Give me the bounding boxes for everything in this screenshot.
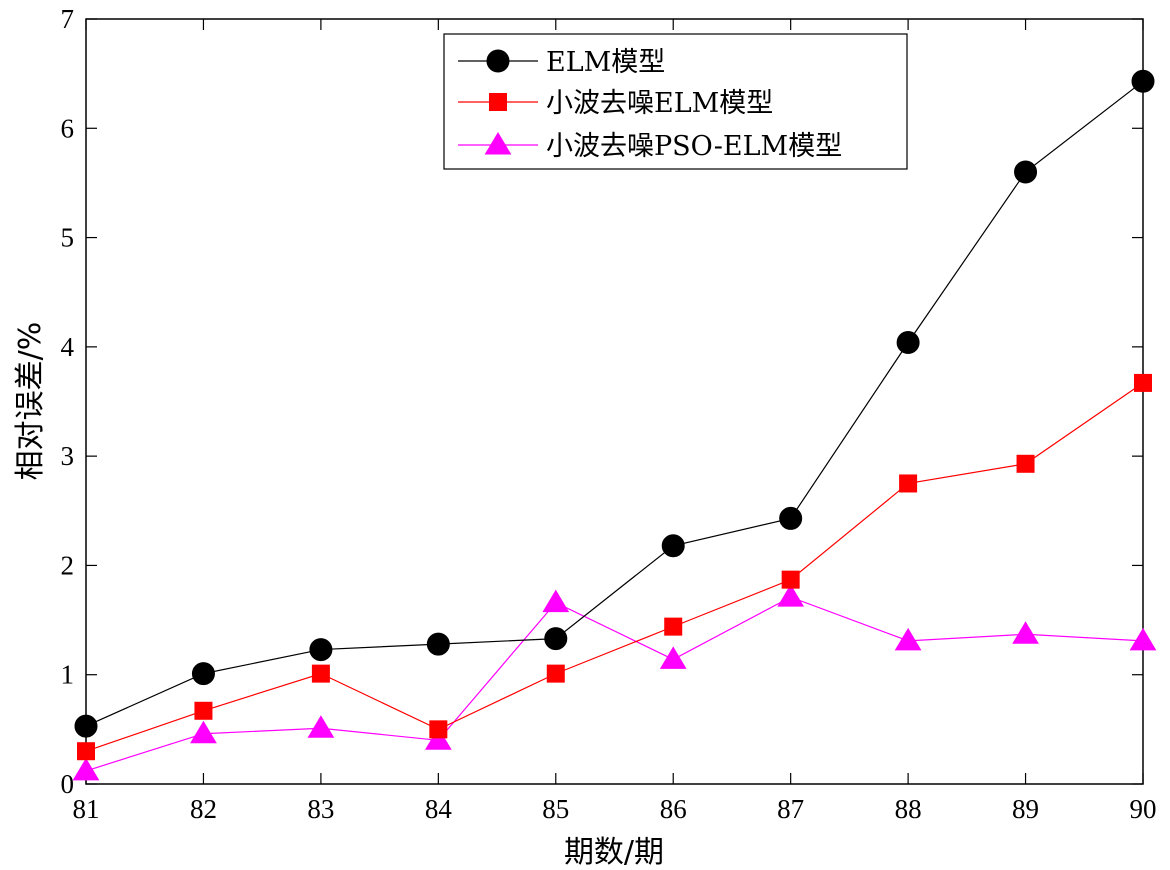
data-point [72, 757, 100, 781]
x-axis-title: 期数/期 [564, 835, 664, 870]
series-triangle [72, 584, 1157, 781]
data-point [1129, 627, 1157, 651]
legend-item: 小波去噪PSO-ELM模型 [458, 131, 842, 162]
data-point [426, 632, 450, 656]
legend-label: 小波去噪PSO-ELM模型 [546, 131, 842, 162]
data-point [429, 720, 448, 739]
data-point [664, 617, 683, 636]
data-point [546, 664, 565, 683]
y-tick-label: 1 [61, 660, 75, 690]
legend-item: ELM模型 [458, 47, 665, 78]
y-tick-label: 3 [61, 441, 75, 471]
x-tick-label: 89 [1012, 794, 1039, 824]
legend-marker [486, 49, 510, 73]
data-point [1012, 621, 1039, 644]
data-point [1016, 454, 1035, 473]
series-circle [74, 69, 1155, 738]
data-point [781, 570, 800, 589]
series-layer [72, 69, 1157, 781]
x-tick-label: 90 [1130, 794, 1157, 824]
data-point [1014, 160, 1038, 184]
series-line [85, 382, 1144, 752]
data-point [191, 662, 215, 686]
data-point [779, 506, 803, 530]
y-tick-label: 6 [61, 113, 75, 143]
data-point [896, 330, 920, 354]
series-line [85, 80, 1144, 727]
data-point [311, 664, 330, 683]
data-point [544, 627, 568, 651]
x-tick-label: 82 [190, 794, 217, 824]
x-tick-label: 84 [425, 794, 453, 824]
y-tick-label: 0 [61, 769, 75, 799]
legend-item: 小波去噪ELM模型 [458, 88, 773, 119]
data-point [190, 720, 217, 744]
legend-marker [484, 132, 512, 155]
legend-marker [489, 93, 507, 111]
x-tick-label: 86 [660, 794, 687, 824]
x-tick-label: 83 [307, 794, 334, 824]
x-tick-label: 88 [895, 794, 922, 824]
data-point [1131, 69, 1155, 93]
x-tick-label: 81 [73, 794, 100, 824]
data-point [661, 534, 685, 558]
series-line [85, 596, 1144, 772]
data-point [74, 714, 98, 738]
data-point [542, 589, 570, 613]
data-point [194, 701, 213, 720]
data-point [1134, 373, 1152, 392]
legend-label: ELM模型 [546, 47, 665, 78]
y-tick-label: 5 [61, 223, 75, 253]
x-tick-label: 85 [542, 794, 569, 824]
y-tick-label: 4 [61, 332, 75, 362]
data-point [659, 646, 687, 669]
y-tick-label: 2 [61, 550, 75, 580]
x-tick-label: 87 [777, 794, 804, 824]
data-point [894, 627, 922, 651]
data-point [424, 727, 452, 750]
data-point [899, 474, 918, 493]
legend-label: 小波去噪ELM模型 [546, 88, 773, 119]
data-point [309, 638, 333, 662]
y-tick-label: 7 [61, 4, 75, 34]
series-square [77, 373, 1152, 761]
data-point [777, 584, 805, 607]
y-axis-title: 相对误差/% [13, 322, 48, 481]
data-point [77, 742, 95, 761]
data-point [307, 715, 335, 738]
axis-tick-labels: 81 82 83 84 85 86 87 88 89 90 0 1 2 3 4 5 6 7 [61, 4, 1157, 824]
